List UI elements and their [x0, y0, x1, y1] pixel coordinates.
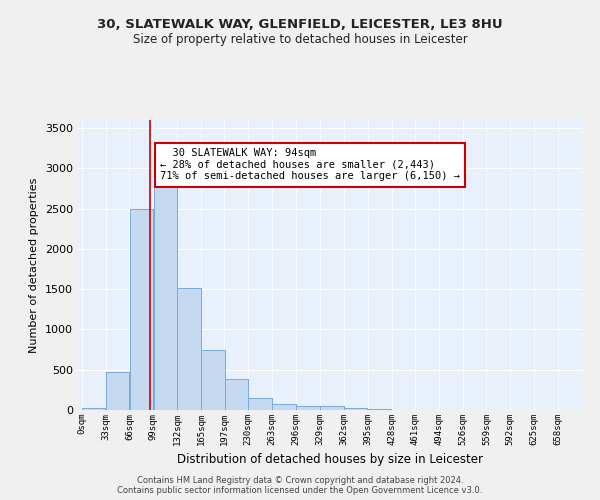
Bar	[106, 372, 129, 410]
Bar	[82, 408, 105, 410]
Bar	[130, 208, 153, 410]
Bar	[320, 406, 344, 410]
Bar	[224, 378, 248, 410]
Bar	[248, 398, 272, 410]
Bar	[368, 409, 391, 410]
X-axis label: Distribution of detached houses by size in Leicester: Distribution of detached houses by size …	[177, 454, 483, 466]
Bar	[82, 408, 105, 410]
Bar	[272, 404, 296, 410]
Bar	[154, 183, 177, 410]
Bar	[178, 288, 201, 410]
Bar	[296, 406, 320, 410]
Bar	[344, 408, 367, 410]
Text: 30 SLATEWALK WAY: 94sqm
← 28% of detached houses are smaller (2,443)
71% of semi: 30 SLATEWALK WAY: 94sqm ← 28% of detache…	[160, 148, 460, 182]
Bar	[202, 350, 225, 410]
Bar	[248, 398, 272, 410]
Bar	[320, 406, 344, 410]
Bar	[202, 350, 225, 410]
Text: Size of property relative to detached houses in Leicester: Size of property relative to detached ho…	[133, 32, 467, 46]
Bar	[344, 408, 367, 410]
Bar	[272, 404, 296, 410]
Bar	[296, 406, 320, 410]
Text: 30, SLATEWALK WAY, GLENFIELD, LEICESTER, LE3 8HU: 30, SLATEWALK WAY, GLENFIELD, LEICESTER,…	[97, 18, 503, 30]
Bar	[154, 183, 177, 410]
Bar	[106, 372, 129, 410]
Bar	[368, 409, 391, 410]
Bar	[178, 288, 201, 410]
Y-axis label: Number of detached properties: Number of detached properties	[29, 178, 40, 352]
Text: Contains HM Land Registry data © Crown copyright and database right 2024.: Contains HM Land Registry data © Crown c…	[137, 476, 463, 485]
Text: Contains public sector information licensed under the Open Government Licence v3: Contains public sector information licen…	[118, 486, 482, 495]
Bar	[130, 208, 153, 410]
Bar	[224, 378, 248, 410]
